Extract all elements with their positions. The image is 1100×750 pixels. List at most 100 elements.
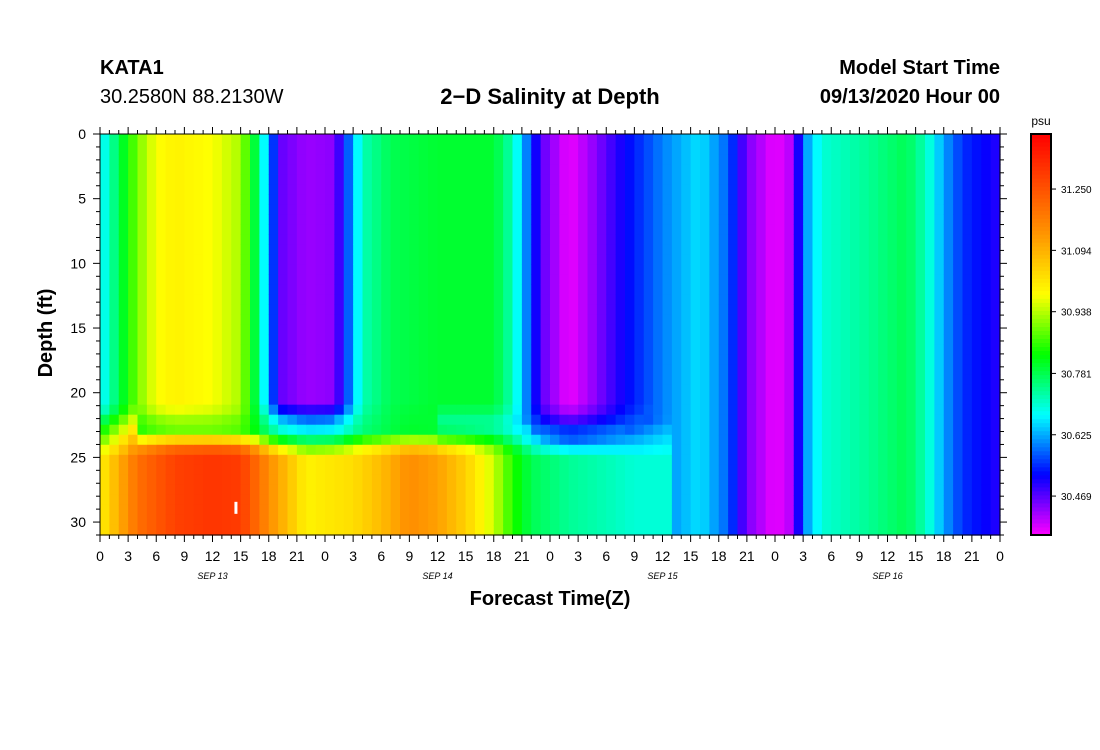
heatmap-cell (128, 454, 139, 466)
heatmap-cell (146, 504, 157, 516)
heatmap-cell (681, 234, 692, 245)
heatmap-cell (587, 224, 598, 235)
heatmap-cell (868, 494, 879, 506)
x-tick-label: 9 (180, 548, 188, 564)
heatmap-cell (400, 414, 410, 426)
heatmap-cell (821, 404, 832, 416)
heatmap-cell (259, 464, 270, 476)
heatmap-cell (184, 274, 195, 285)
heatmap-cell (175, 474, 185, 486)
heatmap-cell (175, 464, 185, 476)
heatmap-cell (896, 434, 907, 446)
heatmap-cell (925, 294, 935, 306)
heatmap-cell (746, 434, 757, 446)
heatmap-cell (831, 144, 842, 155)
heatmap-cell (465, 484, 476, 496)
heatmap-cell (156, 244, 167, 255)
heatmap-cell (296, 164, 307, 175)
heatmap-cell (278, 264, 289, 275)
heatmap-cell (109, 134, 120, 145)
heatmap-cell (615, 424, 626, 436)
heatmap-cell (681, 374, 692, 386)
colorbar-segment (1031, 462, 1051, 468)
heatmap-cell (718, 304, 729, 316)
heatmap-cell (850, 264, 860, 275)
heatmap-cell (465, 514, 476, 526)
heatmap-cell (456, 474, 467, 486)
heatmap-cell (812, 314, 823, 326)
heatmap-cell (146, 464, 157, 476)
heatmap-cell (240, 374, 251, 386)
heatmap-cell (934, 154, 945, 165)
heatmap-cell (371, 524, 382, 536)
heatmap-cell (446, 364, 457, 376)
heatmap-cell (878, 414, 889, 426)
heatmap-cell (156, 474, 167, 486)
heatmap-cell (437, 494, 448, 506)
heatmap-cell (550, 424, 560, 436)
heatmap-cell (718, 264, 729, 275)
colorbar-segment (1031, 358, 1051, 364)
heatmap-cell (315, 254, 326, 265)
heatmap-cell (784, 144, 795, 155)
heatmap-cell (784, 274, 795, 285)
heatmap-cell (765, 484, 776, 496)
heatmap-cell (803, 304, 814, 316)
heatmap-cell (700, 164, 710, 175)
heatmap-cell (503, 164, 514, 175)
heatmap-cell (343, 324, 354, 336)
heatmap-cell (756, 144, 767, 155)
heatmap-cell (728, 464, 739, 476)
heatmap-cell (334, 504, 345, 516)
heatmap-cell (259, 524, 270, 536)
heatmap-cell (765, 374, 776, 386)
heatmap-cell (850, 254, 860, 265)
heatmap-cell (437, 254, 448, 265)
heatmap-cell (718, 484, 729, 496)
heatmap-cell (381, 504, 392, 516)
heatmap-cell (906, 264, 917, 275)
heatmap-cell (175, 514, 185, 526)
heatmap-cell (353, 184, 364, 195)
heatmap-cell (981, 474, 992, 486)
heatmap-cell (971, 464, 982, 476)
heatmap-cell (184, 384, 195, 396)
heatmap-cell (896, 314, 907, 326)
heatmap-cell (690, 394, 701, 406)
heatmap-cell (934, 204, 945, 215)
heatmap-cell (240, 364, 251, 376)
heatmap-cell (737, 254, 748, 265)
heatmap-cell (925, 334, 935, 346)
heatmap-cell (550, 374, 560, 386)
heatmap-cell (775, 494, 785, 506)
heatmap-cell (990, 134, 1001, 145)
heatmap-cell (653, 504, 664, 516)
heatmap-cell (587, 404, 598, 416)
heatmap-cell (840, 224, 851, 235)
heatmap-cell (784, 434, 795, 446)
heatmap-cell (971, 304, 982, 316)
heatmap-cell (643, 434, 654, 446)
heatmap-cell (278, 514, 289, 526)
heatmap-cell (165, 394, 176, 406)
heatmap-cell (493, 494, 504, 506)
heatmap-cell (728, 524, 739, 536)
heatmap-cell (456, 164, 467, 175)
heatmap-cell (550, 284, 560, 296)
colorbar-segment (1031, 210, 1051, 215)
colorbar-segment (1031, 198, 1051, 203)
colorbar-segment (1031, 242, 1051, 247)
heatmap-cell (568, 164, 579, 175)
heatmap-cell (765, 194, 776, 205)
heatmap-cell (756, 234, 767, 245)
heatmap-cell (259, 504, 270, 516)
heatmap-cell (934, 184, 945, 195)
heatmap-cell (400, 314, 410, 326)
heatmap-cell (456, 274, 467, 285)
heatmap-cell (578, 374, 589, 386)
heatmap-cell (615, 364, 626, 376)
heatmap-cell (934, 494, 945, 506)
heatmap-cell (175, 154, 185, 165)
heatmap-cell (943, 344, 954, 356)
heatmap-cell (428, 184, 439, 195)
